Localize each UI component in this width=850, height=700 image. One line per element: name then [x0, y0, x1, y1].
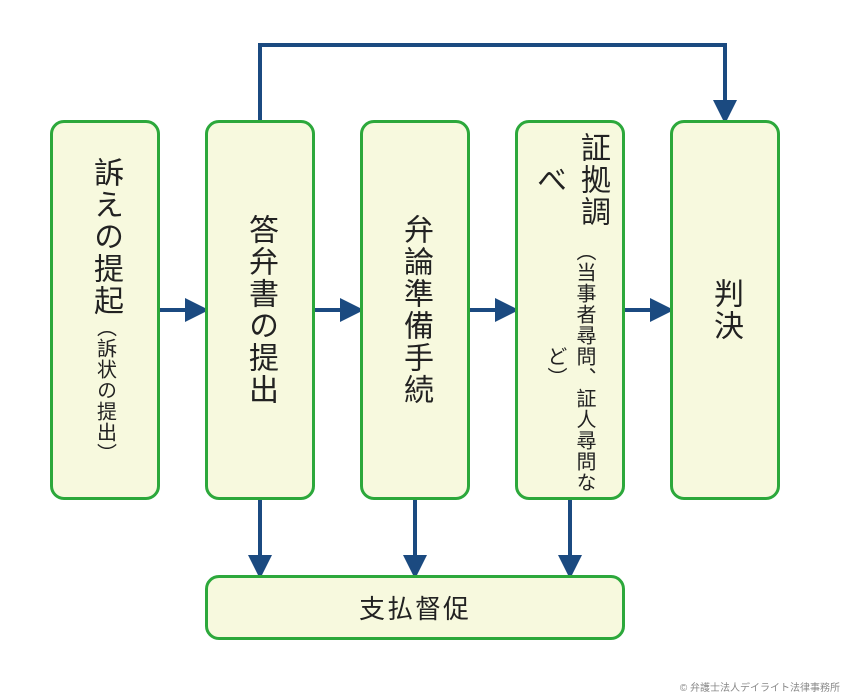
node-sub-text: （当事者尋問、証人尋問など）: [541, 236, 599, 497]
node-main-text: 答弁書の提出: [238, 214, 282, 406]
node-main-text: 支払督促: [359, 589, 471, 626]
node-main-text: 判決: [703, 278, 747, 342]
node-main-text: 弁論準備手続: [393, 214, 437, 406]
node-main-text: 訴えの提起: [83, 157, 127, 317]
flow-node-n2: 答弁書の提出: [205, 120, 315, 500]
flow-node-n4: 証拠調べ（当事者尋問、証人尋問など）: [515, 120, 625, 500]
node-sub-text: （訴状の提出）: [91, 317, 120, 464]
copyright-text: © 弁護士法人デイライト法律事務所: [680, 679, 840, 694]
edge-e8: [260, 45, 725, 120]
node-main-text: 証拠調べ: [526, 123, 614, 236]
flow-node-n3: 弁論準備手続: [360, 120, 470, 500]
flow-node-n5: 判決: [670, 120, 780, 500]
flow-node-n6: 支払督促: [205, 575, 625, 640]
flow-node-n1: 訴えの提起（訴状の提出）: [50, 120, 160, 500]
flowchart-canvas: 訴えの提起（訴状の提出） 答弁書の提出 弁論準備手続 証拠調べ（当事者尋問、証人尋問な…: [0, 0, 850, 700]
